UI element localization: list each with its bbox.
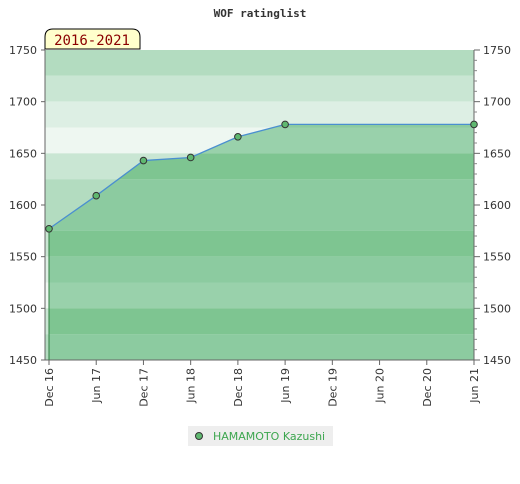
period-badge-label: 2016-2021	[54, 33, 130, 49]
y-tick-label-right: 1500	[483, 302, 511, 315]
area-fill	[49, 124, 474, 360]
y-tick-label-right: 1700	[483, 96, 511, 109]
y-tick-label-left: 1450	[9, 354, 37, 367]
data-point	[234, 133, 242, 141]
x-tick-label: Jun 19	[279, 368, 292, 404]
legend: HAMAMOTO Kazushi	[188, 426, 333, 446]
period-badge-box	[44, 28, 141, 50]
y-tick-label-right: 1750	[483, 44, 511, 57]
data-point	[186, 153, 195, 162]
y-tick-label-left: 1500	[9, 302, 37, 315]
axes: 1450 1450 1500 1500 1550 1550 1600 1600 1650 1650…	[9, 44, 511, 407]
x-tick-label: Dec 20	[421, 368, 434, 407]
y-tick-label-left: 1700	[9, 96, 37, 109]
chart-title: WOF ratinglist	[214, 7, 307, 20]
period-badge: 2016-2021	[44, 28, 141, 50]
x-tick-label: Dec 16	[43, 368, 56, 407]
area-band	[49, 308, 474, 335]
area-bands	[49, 124, 474, 360]
data-point	[92, 191, 101, 200]
y-tick-label-left: 1650	[9, 147, 37, 160]
y-tick-label-left: 1550	[9, 251, 37, 264]
background-band	[45, 75, 474, 102]
data-point	[281, 120, 289, 129]
area-band	[49, 205, 474, 231]
x-tick-label: Jun 20	[374, 368, 387, 404]
x-tick-label: Dec 19	[326, 368, 339, 407]
data-point	[470, 120, 478, 129]
area-band	[49, 230, 474, 257]
x-tick-label: Dec 17	[137, 368, 150, 407]
area-band	[49, 256, 474, 283]
data-point	[45, 224, 53, 233]
y-tick-label-left: 1750	[9, 44, 37, 57]
background-band	[45, 50, 474, 76]
x-tick-label: Dec 18	[232, 368, 245, 407]
area-band	[49, 282, 474, 309]
area-band	[49, 179, 474, 205]
legend-box	[188, 426, 333, 446]
legend-series-name: HAMAMOTO Kazushi	[213, 430, 325, 443]
y-tick-label-left: 1600	[9, 199, 37, 212]
data-point	[139, 156, 148, 165]
y-tick-label-right: 1600	[483, 199, 511, 212]
area-band	[49, 334, 474, 360]
data-points	[45, 120, 478, 233]
x-tick-label: Jun 18	[185, 368, 198, 404]
y-tick-label-right: 1650	[483, 147, 511, 160]
x-tick-label: Jun 17	[90, 368, 103, 404]
y-tick-label-right: 1550	[483, 251, 511, 264]
x-tick-label: Jun 21	[468, 368, 481, 404]
y-tick-label-right: 1450	[483, 354, 511, 367]
background-band	[45, 101, 474, 128]
legend-marker	[195, 432, 203, 440]
